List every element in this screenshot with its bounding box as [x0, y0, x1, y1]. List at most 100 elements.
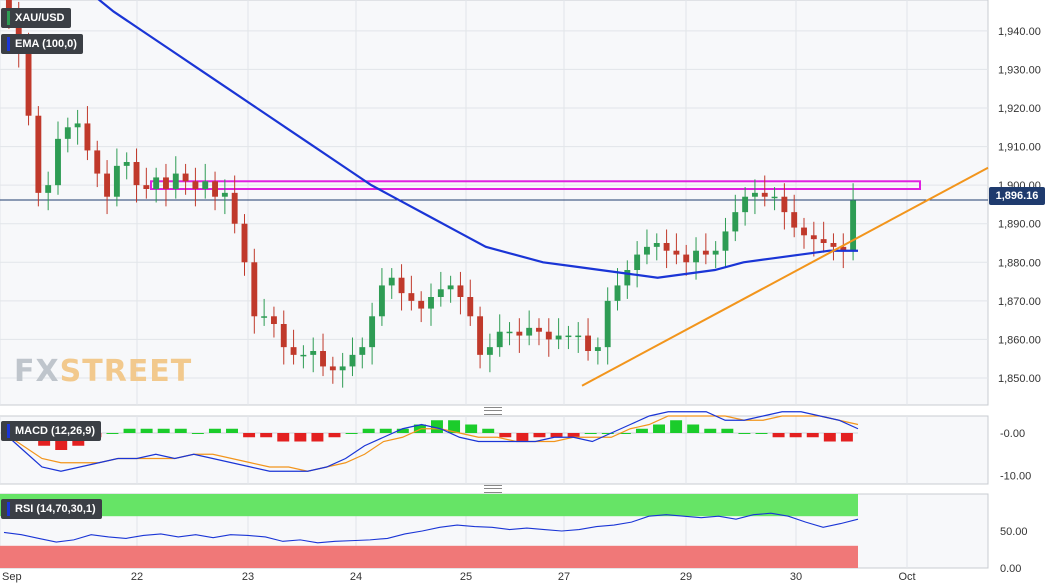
candle — [585, 335, 592, 351]
candle — [457, 285, 464, 297]
macd-histogram-bar — [618, 433, 631, 434]
candle — [329, 366, 336, 371]
price-tick-label: 1,850.00 — [998, 373, 1041, 385]
macd-histogram-bar — [772, 433, 785, 438]
candle — [25, 50, 32, 116]
candle — [251, 262, 258, 317]
macd-resize-handle[interactable] — [484, 407, 502, 415]
x-tick-label: Oct — [898, 571, 915, 583]
macd-histogram-bar — [413, 424, 426, 433]
candle — [15, 15, 22, 51]
candle — [555, 335, 562, 340]
rsi-resize-handle[interactable] — [484, 485, 502, 493]
candle — [123, 162, 130, 166]
candle — [270, 316, 277, 324]
candle — [231, 192, 238, 224]
price-tick-label: 1,880.00 — [998, 257, 1041, 269]
macd-line — [3, 411, 859, 472]
macd-panel-bg — [0, 415, 989, 485]
macd-histogram-bar — [806, 433, 819, 438]
candle — [536, 327, 542, 332]
candle — [781, 196, 788, 213]
candle — [280, 324, 287, 348]
candle — [428, 297, 434, 309]
macd-histogram-bar — [584, 433, 597, 434]
candle — [477, 316, 484, 355]
candle — [702, 250, 709, 255]
candle — [104, 173, 111, 197]
x-tick-label: 23 — [242, 571, 254, 583]
candle — [113, 165, 120, 197]
macd-color-icon — [7, 424, 10, 439]
candle — [378, 285, 385, 317]
candle — [172, 173, 179, 189]
candle — [320, 351, 326, 367]
candle — [290, 347, 297, 355]
macd-histogram-bar — [653, 424, 665, 433]
rsi-panel — [0, 494, 859, 568]
candle — [575, 335, 582, 338]
price-panel — [0, 0, 989, 388]
candle — [722, 231, 729, 251]
candle — [486, 347, 493, 355]
candle — [182, 173, 189, 182]
candle — [751, 192, 758, 197]
macd-histogram-bar — [431, 420, 443, 433]
candle — [241, 223, 248, 263]
x-tick-label: 30 — [790, 571, 802, 583]
candle — [644, 246, 650, 255]
candle — [349, 354, 356, 367]
rsi-overbought-zone — [0, 494, 858, 517]
candle — [192, 181, 199, 189]
candle — [634, 254, 641, 270]
candle — [437, 289, 444, 297]
candle — [732, 212, 739, 232]
ema-tag[interactable]: EMA (100,0) — [1, 34, 83, 54]
x-tick-label: 25 — [460, 571, 472, 583]
price-tick-label: 1,860.00 — [998, 334, 1041, 346]
macd-histogram-bar — [567, 433, 580, 438]
macd-histogram-bar — [550, 433, 563, 438]
candle — [143, 185, 150, 189]
candle — [64, 127, 71, 139]
rsi-tick-label: 0.00 — [1000, 563, 1021, 575]
macd-histogram-bar — [738, 433, 751, 434]
candle — [840, 246, 847, 251]
macd-histogram-bar — [55, 433, 68, 450]
candle — [418, 300, 425, 309]
trendline — [581, 166, 989, 387]
macd-histogram-bar — [396, 428, 409, 433]
macd-histogram-bar — [379, 428, 392, 433]
candle — [683, 254, 690, 263]
candle — [614, 285, 621, 301]
macd-histogram-bar — [635, 428, 648, 433]
rsi-tag[interactable]: RSI (14,70,30,1) — [1, 499, 102, 519]
candle — [467, 297, 474, 317]
candle — [369, 316, 376, 348]
macd-histogram-bar — [345, 433, 358, 434]
price-tick-label: 1,930.00 — [998, 64, 1041, 76]
macd-histogram-bar — [106, 433, 119, 434]
rsi-label: RSI (14,70,30,1) — [15, 503, 96, 515]
candle — [359, 347, 366, 355]
candle — [212, 181, 218, 197]
rsi-oversold-zone — [0, 545, 858, 568]
candle — [526, 327, 533, 336]
candle — [810, 235, 817, 240]
candle — [771, 196, 778, 199]
rsi-line — [3, 512, 859, 544]
macd-histogram-bar — [140, 428, 153, 433]
macd-histogram-bar — [721, 428, 734, 433]
candle — [35, 115, 42, 193]
macd-histogram-bar — [208, 428, 221, 433]
candle — [408, 293, 415, 301]
candle — [163, 177, 169, 189]
macd-histogram-bar — [516, 433, 529, 442]
macd-tag[interactable]: MACD (12,26,9) — [1, 421, 102, 441]
symbol-tag[interactable]: XAU/USD — [1, 8, 71, 28]
macd-histogram-bar — [670, 420, 683, 433]
candle — [594, 347, 601, 351]
macd-histogram-bar — [226, 428, 238, 433]
symbol-label: XAU/USD — [15, 12, 65, 24]
x-tick-label: Sep — [2, 571, 22, 583]
